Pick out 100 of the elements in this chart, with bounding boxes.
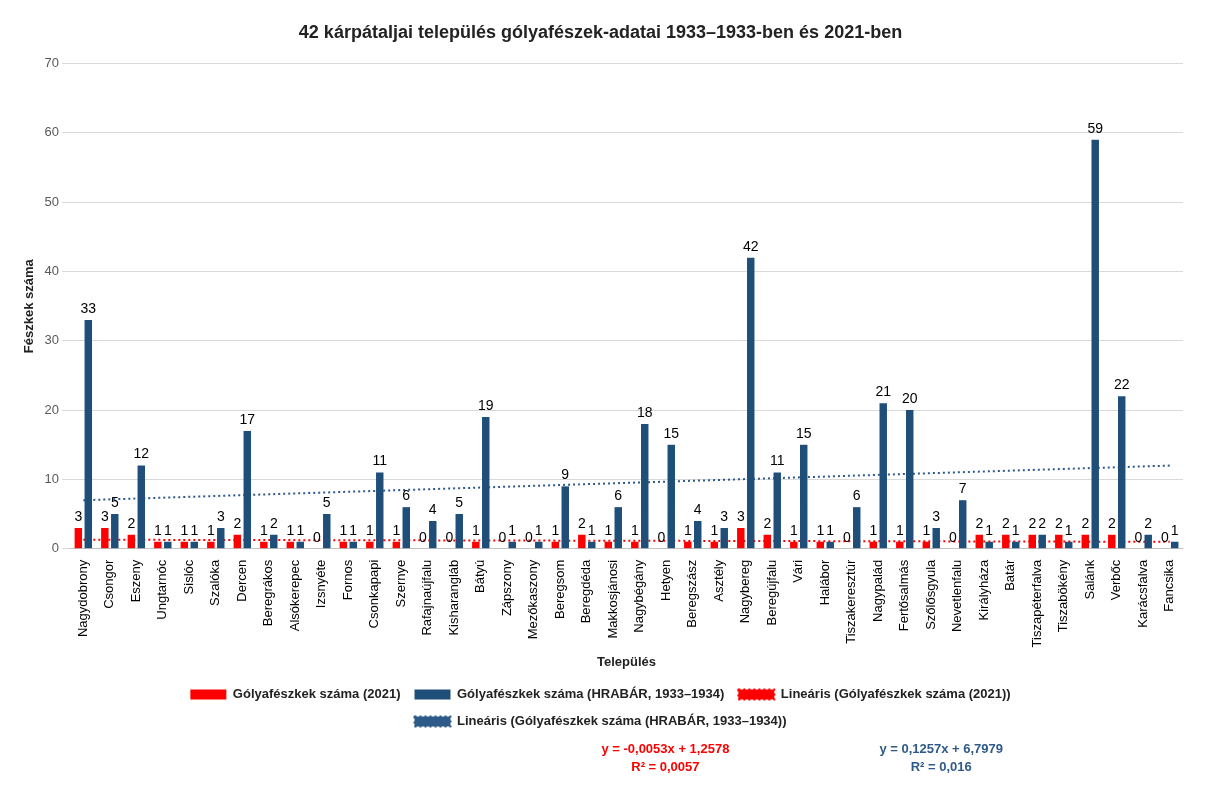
- x-tick-label: Rafajnaújfalu: [419, 559, 435, 636]
- bar: [455, 514, 463, 549]
- x-tick-label: Beregdéda: [578, 558, 594, 624]
- data-label: 5: [455, 493, 464, 510]
- x-tick-label: Fancsika: [1161, 558, 1177, 612]
- data-label: 4: [428, 500, 437, 517]
- bar: [323, 514, 331, 549]
- x-tick-label: Csongor: [101, 559, 117, 609]
- data-label: 2: [577, 514, 586, 531]
- x-tick-label: Tiszakeresztúr: [843, 559, 859, 644]
- data-label: 7: [958, 480, 967, 497]
- data-label: 2: [1001, 514, 1010, 531]
- data-label: 2: [269, 514, 278, 531]
- bar: [1002, 534, 1010, 549]
- data-label: 21: [875, 383, 892, 400]
- data-label: 1: [259, 521, 268, 538]
- bar: [482, 417, 490, 549]
- chart-title: 42 kárpátaljai település gólyafészek-adatai 1933–1933-ben és 2021-ben: [298, 21, 903, 42]
- x-tick-label: Zápszony: [498, 559, 514, 617]
- x-tick-label: Nagybereg: [737, 559, 753, 624]
- x-tick-label: Királyháza: [975, 558, 991, 621]
- data-label: 1: [1011, 521, 1020, 538]
- data-label: 6: [614, 487, 623, 504]
- x-tick-label: Dercen: [233, 559, 249, 602]
- data-label: 1: [296, 521, 305, 538]
- y-tick-label: 70: [44, 55, 60, 71]
- legend-label: Lineáris (Gólyafészkek száma (2021)): [780, 686, 1011, 702]
- x-tick-label: Karácsfalva: [1134, 558, 1150, 628]
- bar: [932, 527, 940, 549]
- data-label: 1: [365, 521, 374, 538]
- bar: [959, 500, 967, 549]
- x-tick-label: Beregszász: [684, 559, 700, 628]
- bar: [243, 430, 251, 549]
- x-tick-label: Nagydobrony: [74, 559, 90, 638]
- bar: [853, 507, 861, 549]
- x-tick-label: Szőlősgyula: [922, 558, 938, 630]
- x-tick-label: Beregrákos: [260, 559, 276, 627]
- data-label: 1: [1064, 521, 1073, 538]
- data-label: 59: [1087, 119, 1104, 136]
- bar: [641, 423, 649, 549]
- bar: [906, 410, 914, 549]
- data-label: 0: [1160, 528, 1169, 545]
- data-label: 1: [206, 521, 215, 538]
- x-tick-label: Eszeny: [127, 559, 143, 603]
- data-label: 3: [736, 507, 745, 524]
- text: y = -0,0053x + 1,2578: [601, 740, 730, 758]
- bar: [217, 527, 225, 549]
- y-tick-label: 40: [44, 263, 60, 279]
- bar: [879, 403, 887, 549]
- data-label: 4: [693, 500, 702, 517]
- data-label: 2: [1054, 514, 1063, 531]
- data-label: 0: [657, 528, 666, 545]
- bar: [667, 444, 675, 549]
- data-label: 1: [153, 521, 162, 538]
- data-label: 1: [604, 521, 613, 538]
- data-label: 1: [1170, 521, 1179, 538]
- data-label: 1: [392, 521, 401, 538]
- bar: [270, 534, 278, 549]
- x-tick-label: Makkosjánosi: [604, 559, 620, 639]
- data-label: 3: [100, 507, 109, 524]
- x-tick-label: Salánk: [1081, 559, 1097, 600]
- x-tick-label: Szernye: [392, 559, 408, 608]
- data-label: 5: [110, 493, 119, 510]
- data-label: 1: [339, 521, 348, 538]
- x-tick-label: Sislóc: [180, 559, 196, 595]
- x-tick-label: Mezőkaszony: [525, 559, 541, 640]
- legend-label: Gólyafészkek száma (HRABÁR, 1933–1934): [457, 686, 725, 702]
- bar: [402, 507, 410, 549]
- data-label: 19: [477, 396, 494, 413]
- data-label: 3: [216, 507, 225, 524]
- data-label: 1: [826, 521, 835, 538]
- bar: [137, 465, 145, 549]
- bar: [164, 541, 172, 549]
- data-label: 18: [636, 403, 653, 420]
- data-label: 1: [710, 521, 719, 538]
- bar: [694, 521, 702, 549]
- data-label: 1: [508, 521, 517, 538]
- bar: [720, 527, 728, 549]
- data-label: 0: [1134, 528, 1143, 545]
- data-label: 9: [561, 466, 570, 483]
- bar: [429, 521, 437, 549]
- y-axis-title: Fészkek száma: [21, 258, 37, 354]
- bar: [737, 527, 745, 549]
- data-label: 17: [239, 410, 256, 427]
- data-label: 2: [1081, 514, 1090, 531]
- x-tick-label: Hetyen: [657, 559, 673, 601]
- data-label: 22: [1113, 376, 1130, 393]
- bar: [84, 320, 92, 549]
- data-label: 1: [180, 521, 189, 538]
- data-label: 0: [842, 528, 851, 545]
- legend-label: Lineáris (Gólyafészkek száma (HRABÁR, 1933–1934)): [457, 713, 787, 729]
- data-label: 1: [683, 521, 692, 538]
- bar: [773, 472, 781, 549]
- bar: [127, 534, 136, 549]
- data-label: 6: [402, 487, 411, 504]
- data-label: 1: [471, 521, 480, 538]
- data-label: 42: [742, 237, 759, 254]
- x-tick-label: Csonkapapi: [366, 559, 382, 629]
- text: R² = 0,016: [909, 758, 973, 776]
- data-label: 2: [1144, 514, 1153, 531]
